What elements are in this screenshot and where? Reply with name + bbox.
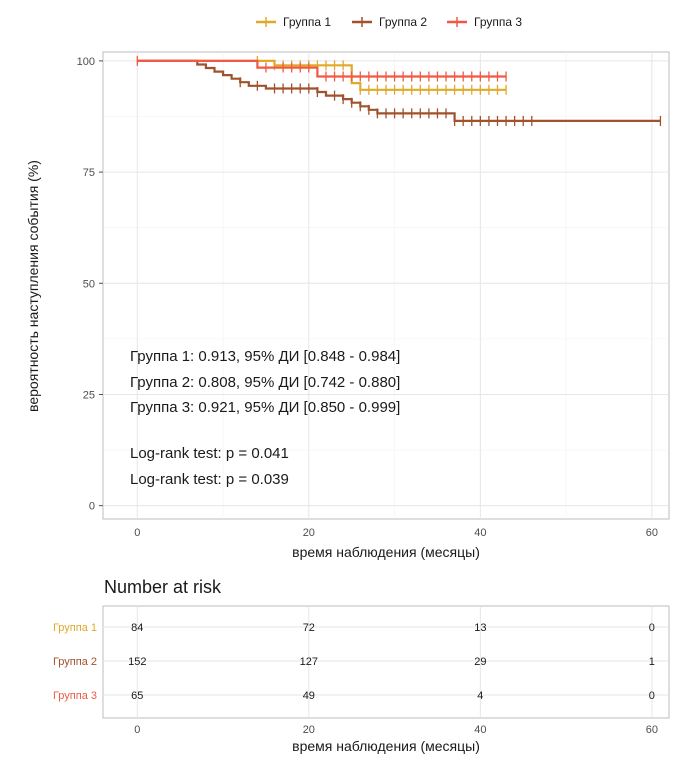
annotation-group-2-ci: Группа 2: 0.808, 95% ДИ [0.742 - 0.880] [130,374,400,391]
survival-curves [136,55,662,126]
risk-x-tick-label: 40 [474,724,486,736]
y-tick-label: 75 [83,167,95,179]
annotation-group-3-ci: Группа 3: 0.921, 95% ДИ [0.850 - 0.999] [130,399,400,416]
risk-table-panel [102,605,670,719]
risk-row-label: Группа 2 [53,656,97,668]
risk-x-tick-label: 0 [134,724,140,736]
risk-cell-value: 29 [474,656,486,668]
risk-table-grid [103,606,669,718]
x-tick-label: 0 [134,527,140,539]
risk-row-label: Группа 1 [53,622,97,634]
risk-table-title: Number at risk [104,577,222,597]
risk-x-axis-title: время наблюдения (месяцы) [292,738,480,754]
legend-item-group-1: Группа 1 [256,15,331,29]
legend-label-group-3: Группа 3 [474,15,522,29]
plot-tick-labels: 0 20 40 60 0 25 50 75 100 [77,56,658,539]
y-tick-label: 100 [77,56,95,68]
x-tick-label: 40 [474,527,486,539]
legend: Группа 1 Группа 2 Группа 3 [256,15,522,29]
legend-item-group-3: Группа 3 [447,15,522,29]
risk-cell-value: 72 [303,622,315,634]
legend-label-group-1: Группа 1 [283,15,331,29]
risk-row-label: Группа 3 [53,690,97,702]
risk-cell-value: 49 [303,690,315,702]
risk-cell-value: 13 [474,622,486,634]
x-axis-title: время наблюдения (месяцы) [292,544,480,560]
risk-cell-value: 152 [128,656,146,668]
risk-cell-value: 0 [649,622,655,634]
annotation-group-1-ci: Группа 1: 0.913, 95% ДИ [0.848 - 0.984] [130,348,400,365]
series-group-3 [136,55,507,82]
risk-cell-value: 65 [131,690,143,702]
plot-grid [103,52,669,519]
risk-x-tick-label: 20 [303,724,315,736]
risk-x-tick-label: 60 [646,724,658,736]
y-tick-label: 0 [89,501,95,513]
x-tick-label: 20 [303,527,315,539]
y-axis-title: вероятность наступления события (%) [25,160,41,412]
risk-cell-value: 4 [477,690,483,702]
annotations: Группа 1: 0.913, 95% ДИ [0.848 - 0.984] … [130,348,400,488]
legend-item-group-2: Группа 2 [352,15,427,29]
risk-cell-value: 127 [300,656,318,668]
annotation-logrank-1: Log-rank test: p = 0.041 [130,445,289,462]
series-group-2 [137,59,662,126]
risk-table-tick-labels: 0 20 40 60 [134,724,658,736]
risk-cell-value: 84 [131,622,143,634]
risk-cell-value: 0 [649,690,655,702]
plot-panel [102,51,670,520]
legend-label-group-2: Группа 2 [379,15,427,29]
survival-curve-group-3 [137,59,507,78]
annotation-logrank-2: Log-rank test: p = 0.039 [130,471,289,488]
x-tick-label: 60 [646,527,658,539]
y-tick-label: 50 [83,278,95,290]
risk-table-cells: Группа 1 84 72 13 0 Группа 2 152 127 29 1 Группа 3… [53,622,655,702]
y-tick-label: 25 [83,389,95,401]
risk-cell-value: 1 [649,656,655,668]
